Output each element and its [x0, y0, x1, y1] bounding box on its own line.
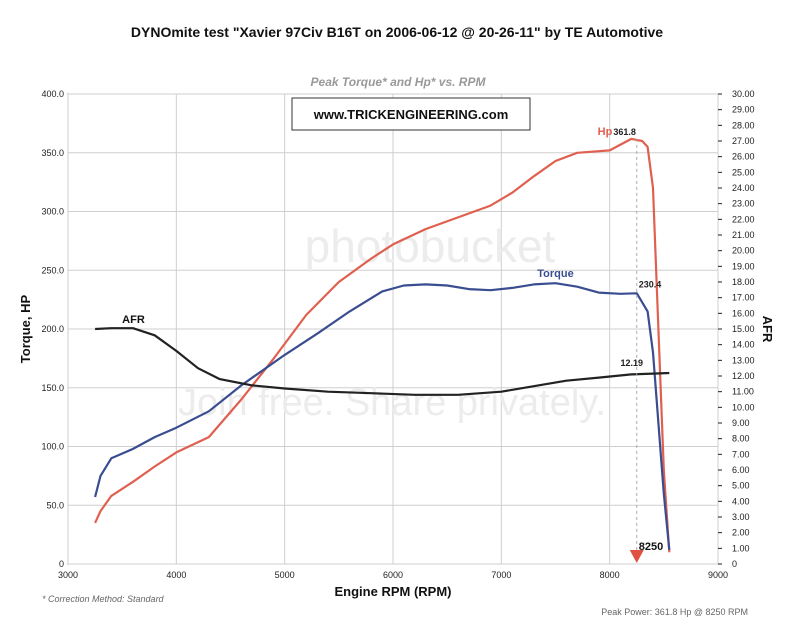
y2-tick-label: 14.00 [732, 340, 755, 350]
y2-tick-label: 22.00 [732, 214, 755, 224]
y2-tick-label: 26.00 [732, 152, 755, 162]
y2-tick-label: 19.00 [732, 261, 755, 271]
x-axis-ticks: 3000 4000 5000 6000 7000 8000 9000 [58, 570, 728, 580]
hp-peak-value: 361.8 [613, 127, 636, 137]
x-axis-title: Engine RPM (RPM) [335, 584, 452, 599]
x-tick-label: 7000 [491, 570, 511, 580]
y-tick-label: 400.0 [41, 89, 64, 99]
y2-tick-label: 23.00 [732, 199, 755, 209]
y2-tick-label: 12.00 [732, 371, 755, 381]
chart-title: DYNOmite test "Xavier 97Civ B16T on 2006… [131, 24, 663, 40]
y2-tick-label: 27.00 [732, 136, 755, 146]
watermark-slogan-text: Join free. Share privately. [178, 382, 606, 424]
y2-axis-ticks: 0 1.00 2.00 3.00 4.00 5.00 6.00 7.00 8.00 9.00 10.… [718, 89, 755, 569]
y2-tick-label: 1.00 [732, 543, 750, 553]
y-axis-title: Torque, HP [18, 294, 33, 363]
y-tick-label: 350.0 [41, 148, 64, 158]
x-tick-label: 4000 [166, 570, 186, 580]
correction-note: * Correction Method: Standard [42, 594, 165, 604]
y2-tick-label: 7.00 [732, 449, 750, 459]
y2-tick-label: 16.00 [732, 308, 755, 318]
y-tick-label: 0 [59, 559, 64, 569]
series-line-afr [95, 327, 670, 396]
hp-series-label: Hp [598, 126, 613, 138]
afr-series-label: AFR [122, 314, 145, 326]
banner-text: www.TRICKENGINEERING.com [313, 107, 509, 122]
y2-tick-label: 0 [732, 559, 737, 569]
y2-tick-label: 3.00 [732, 512, 750, 522]
series-line-hp [94, 137, 671, 553]
peak-rpm-label: 8250 [639, 541, 663, 553]
y-tick-label: 100.0 [41, 442, 64, 452]
peak-power-note: Peak Power: 361.8 Hp @ 8250 RPM [601, 607, 748, 617]
y-tick-label: 150.0 [41, 383, 64, 393]
y-tick-label: 200.0 [41, 324, 64, 334]
y2-tick-label: 17.00 [732, 293, 755, 303]
y2-tick-label: 30.00 [732, 89, 755, 99]
afr-end-value: 12.19 [621, 358, 644, 368]
chart-subtitle: Peak Torque* and Hp* vs. RPM [311, 75, 487, 89]
y2-tick-label: 21.00 [732, 230, 755, 240]
x-tick-label: 6000 [383, 570, 403, 580]
y2-tick-label: 18.00 [732, 277, 755, 287]
y2-tick-label: 2.00 [732, 528, 750, 538]
y-tick-label: 300.0 [41, 207, 64, 217]
x-tick-label: 9000 [708, 570, 728, 580]
y-axis-ticks: 0 50.0 100.0 150.0 200.0 250.0 300.0 350.0 400.0 [41, 89, 64, 569]
y2-tick-label: 11.00 [732, 387, 754, 397]
x-tick-label: 8000 [600, 570, 620, 580]
grid-lines [67, 93, 719, 565]
watermark-logo-text: photobucket [305, 220, 556, 272]
y2-tick-label: 4.00 [732, 496, 750, 506]
peak-rpm-marker [629, 550, 644, 563]
y-tick-label: 250.0 [41, 265, 64, 275]
y2-tick-label: 25.00 [732, 167, 755, 177]
banner-box [291, 97, 531, 131]
y2-tick-label: 6.00 [732, 465, 750, 475]
y2-tick-label: 8.00 [732, 434, 750, 444]
series-line-torque [94, 282, 671, 551]
torque-end-value: 230.4 [639, 279, 662, 289]
x-tick-label: 3000 [58, 570, 78, 580]
y2-tick-label: 20.00 [732, 246, 755, 256]
y-tick-label: 50.0 [46, 500, 64, 510]
y2-tick-label: 13.00 [732, 355, 755, 365]
x-tick-label: 5000 [275, 570, 295, 580]
y2-axis-title: AFR [760, 316, 775, 343]
y2-tick-label: 28.00 [732, 120, 755, 130]
series-group [94, 137, 671, 553]
y2-tick-label: 10.00 [732, 402, 755, 412]
y2-tick-label: 24.00 [732, 183, 755, 193]
y2-tick-label: 29.00 [732, 105, 755, 115]
y2-tick-label: 9.00 [732, 418, 750, 428]
torque-series-label: Torque [537, 268, 573, 280]
y2-tick-label: 5.00 [732, 481, 750, 491]
y2-tick-label: 15.00 [732, 324, 755, 334]
